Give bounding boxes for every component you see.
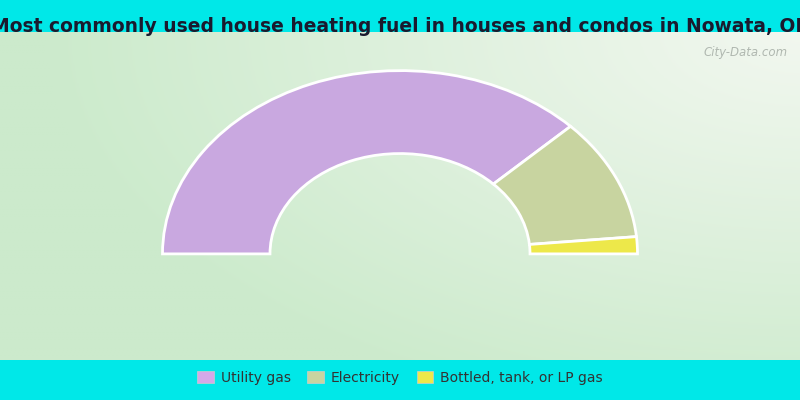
Text: Most commonly used house heating fuel in houses and condos in Nowata, OK: Most commonly used house heating fuel in… (0, 17, 800, 36)
Wedge shape (162, 70, 570, 254)
Wedge shape (530, 237, 638, 254)
Legend: Utility gas, Electricity, Bottled, tank, or LP gas: Utility gas, Electricity, Bottled, tank,… (191, 366, 609, 390)
Text: City-Data.com: City-Data.com (703, 46, 787, 58)
Wedge shape (494, 126, 637, 244)
